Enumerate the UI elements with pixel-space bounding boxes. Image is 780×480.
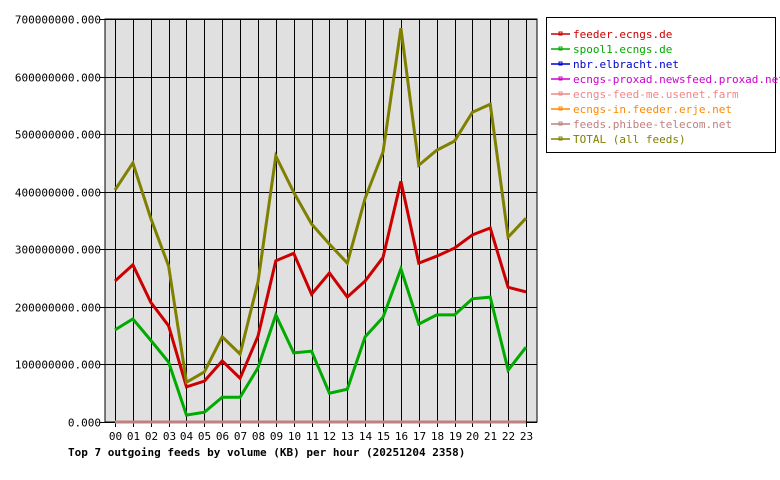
x-tick-label: 13 xyxy=(341,430,354,443)
legend-label: ecngs-feed-me.usenet.farm xyxy=(573,88,739,101)
legend-label: nbr.elbracht.net xyxy=(573,58,679,71)
x-tick-label: 00 xyxy=(109,430,122,443)
y-tick-label: 100000000.000 xyxy=(15,359,101,372)
x-tick-label: 16 xyxy=(395,430,408,443)
legend-label: feeds.phibee-telecom.net xyxy=(573,118,732,131)
x-tick-label: 23 xyxy=(520,430,533,443)
x-tick-label: 14 xyxy=(359,430,373,443)
legend: feeder.ecngs.de spool1.ecngs.de nbr.elbrac… xyxy=(546,17,780,153)
x-tick-label: 07 xyxy=(234,430,247,443)
legend-label: ecngs-proxad.newsfeed.proxad.net xyxy=(573,73,780,86)
x-tick-label: 03 xyxy=(163,430,176,443)
x-tick-label: 18 xyxy=(431,430,444,443)
y-tick-label: 600000000.000 xyxy=(15,72,101,85)
x-tick-label: 22 xyxy=(502,430,515,443)
x-tick-label: 21 xyxy=(484,430,497,443)
series-lines xyxy=(113,27,528,424)
y-axis: 0.000 100000000.000 200000000.000 300000000… xyxy=(15,14,101,430)
y-tick-label: 200000000.000 xyxy=(15,302,101,315)
legend-marker xyxy=(558,91,563,96)
legend-label: ecngs-in.feeder.erje.net xyxy=(573,103,732,116)
x-tick-label: 01 xyxy=(127,430,140,443)
x-tick-label: 08 xyxy=(252,430,265,443)
y-tick-label: 400000000.000 xyxy=(15,187,101,200)
x-axis: 00 01 02 03 04 05 06 07 08 09 10 11 12 13 14 15 16 17 18 19… xyxy=(109,430,533,443)
x-tick-label: 05 xyxy=(198,430,211,443)
y-tick-label: 0.000 xyxy=(68,417,101,430)
x-tick-label: 20 xyxy=(466,430,479,443)
legend-label: spool1.ecngs.de xyxy=(573,43,672,56)
legend-label: TOTAL (all feeds) xyxy=(573,133,686,146)
series-line-spool1-ecngs-de xyxy=(114,264,528,417)
series-line-feeder-ecngs-de xyxy=(113,181,527,389)
legend-marker xyxy=(558,46,563,51)
legend-marker xyxy=(558,106,563,111)
series-line-total-all-feeds- xyxy=(113,27,528,385)
legend-marker xyxy=(558,136,563,141)
x-tick-label: 02 xyxy=(145,430,158,443)
x-tick-label: 12 xyxy=(323,430,336,443)
x-tick-label: 09 xyxy=(270,430,283,443)
legend-marker xyxy=(558,121,563,126)
legend-marker xyxy=(558,76,563,81)
legend-marker xyxy=(558,61,563,66)
legend-marker xyxy=(558,31,563,36)
x-tick-label: 10 xyxy=(288,430,301,443)
y-tick-label: 700000000.000 xyxy=(15,14,101,27)
y-tick-label: 500000000.000 xyxy=(15,129,101,142)
legend-label: feeder.ecngs.de xyxy=(573,28,672,41)
x-tick-label: 11 xyxy=(306,430,319,443)
chart-title: Top 7 outgoing feeds by volume (KB) per … xyxy=(68,446,465,459)
y-tick-label: 300000000.000 xyxy=(15,244,101,257)
x-tick-label: 04 xyxy=(180,430,194,443)
x-tick-label: 06 xyxy=(216,430,229,443)
x-tick-label: 17 xyxy=(413,430,426,443)
x-tick-label: 15 xyxy=(377,430,390,443)
x-tick-label: 19 xyxy=(449,430,462,443)
